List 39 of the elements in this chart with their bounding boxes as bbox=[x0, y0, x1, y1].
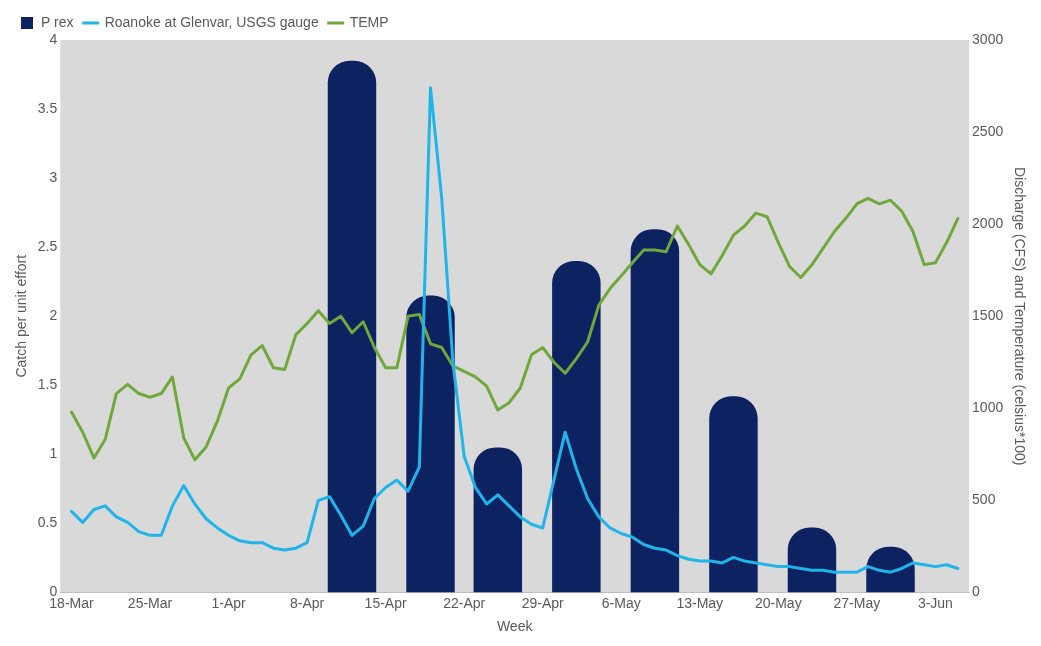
y-tick-label: 3.5 bbox=[37, 99, 58, 116]
x-tick-label: 22-Apr bbox=[443, 594, 486, 611]
x-axis-title: Week bbox=[496, 618, 534, 635]
bar bbox=[709, 396, 758, 593]
legend-label: P rex bbox=[41, 13, 74, 30]
x-tick-label: 1-Apr bbox=[211, 594, 247, 611]
x-tick-label: 27-May bbox=[833, 594, 881, 611]
bar bbox=[473, 447, 523, 593]
x-tick-label: 13-May bbox=[676, 594, 724, 611]
y2-tick-label: 2500 bbox=[972, 122, 1004, 139]
y-tick-label: 2.5 bbox=[37, 238, 58, 255]
bar bbox=[630, 229, 680, 593]
bar bbox=[327, 60, 377, 593]
y2-tick-label: 2000 bbox=[972, 214, 1004, 231]
y2-tick-label: 1000 bbox=[972, 399, 1004, 416]
x-tick-label: 29-Apr bbox=[521, 594, 565, 611]
x-tick-label: 20-May bbox=[754, 594, 802, 611]
y-tick-label: 1.5 bbox=[37, 376, 58, 393]
y-tick-label: 4 bbox=[49, 30, 58, 47]
legend-label: TEMP bbox=[349, 13, 389, 30]
y2-tick-label: 3000 bbox=[972, 30, 1004, 47]
y-tick-label: 0.5 bbox=[37, 514, 58, 531]
y-tick-label: 3 bbox=[49, 168, 58, 185]
bar bbox=[787, 527, 837, 593]
x-tick-label: 8-Apr bbox=[289, 594, 325, 611]
bar bbox=[406, 295, 455, 593]
y2-tick-label: 0 bbox=[972, 583, 981, 600]
x-tick-label: 25-Mar bbox=[127, 594, 173, 611]
x-tick-label: 15-Apr bbox=[364, 594, 407, 611]
y-tick-label: 1 bbox=[49, 445, 58, 462]
bar bbox=[552, 260, 601, 593]
legend-label: Roanoke at Glenvar, USGS gauge bbox=[104, 13, 319, 30]
x-tick-label: 6-May bbox=[601, 594, 641, 611]
y2-tick-label: 500 bbox=[972, 491, 996, 508]
y2-axis-title: Discharge (CFS) and Temperature (celsius*100) bbox=[1011, 166, 1028, 466]
y-tick-label: 2 bbox=[49, 307, 58, 324]
y-axis-title: Catch per unit effort bbox=[13, 254, 30, 378]
y2-tick-label: 1500 bbox=[972, 307, 1004, 324]
x-tick-label: 3-Jun bbox=[917, 594, 953, 611]
